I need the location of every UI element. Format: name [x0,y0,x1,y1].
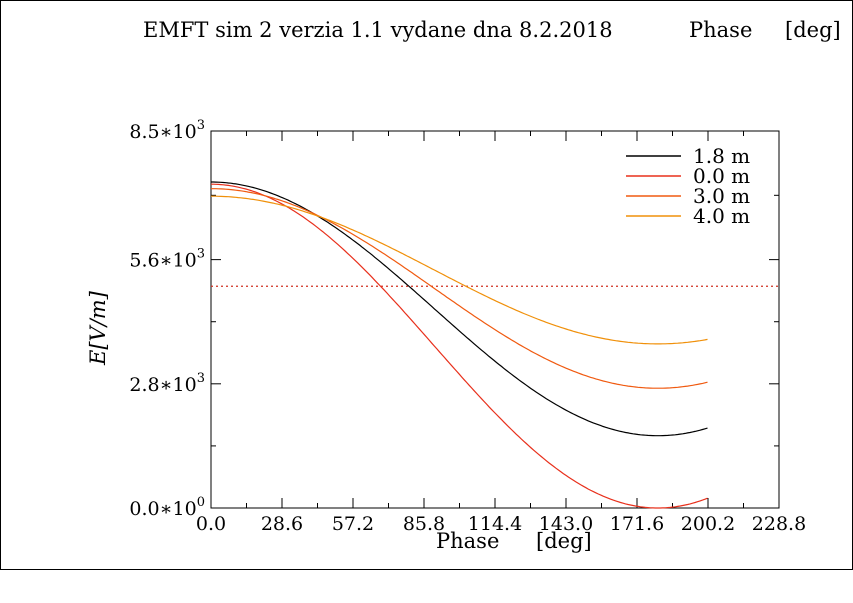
legend-label: 4.0 m [693,204,750,228]
legend: 1.8 m0.0 m3.0 m4.0 m [626,144,750,228]
series-line [211,195,708,345]
line-chart: EMFT sim 2 verzia 1.1 vydane dna 8.2.201… [86,18,841,553]
x-tick-label: 0.0 [196,513,226,535]
legend-label: 1.8 m [693,144,750,168]
y-tick-labels: 0.0∗100 2.8∗103 5.6∗103 8.5∗103 [129,118,205,520]
y-axis-label: E[V/m] [86,290,110,366]
x-axis-title: Phase [deg] [436,529,592,553]
series-line [211,181,708,437]
x-axis-label: Phase [436,529,499,553]
chart-title-group: EMFT sim 2 verzia 1.1 vydane dna 8.2.201… [143,18,841,42]
chart-frame: EMFT sim 2 verzia 1.1 vydane dna 8.2.201… [0,0,853,570]
series-line [211,188,708,389]
chart-title-unit: [deg] [785,18,841,42]
series-lines [211,181,708,509]
x-tick-labels: 0.0 28.6 57.2 85.8 114.4 143.0 171.6 200.2 228.8 [196,513,806,535]
y-tick-label: 8.5∗103 [129,118,205,143]
x-tick-label: 85.8 [403,513,445,535]
x-tick-label: 57.2 [332,513,374,535]
legend-label: 0.0 m [693,164,750,188]
x-tick-label: 114.4 [468,513,522,535]
y-tick-label: 5.6∗103 [129,247,205,272]
series-line [211,183,708,509]
x-tick-label: 171.6 [610,513,664,535]
y-tick-label: 0.0∗100 [129,495,205,520]
x-tick-label: 28.6 [261,513,303,535]
x-tick-label: 200.2 [681,513,735,535]
chart-title-quantity: Phase [689,18,752,42]
legend-label: 3.0 m [693,184,750,208]
x-tick-label: 228.8 [752,513,806,535]
tick-marks [210,130,780,509]
x-axis-unit: [deg] [536,529,592,553]
chart-title: EMFT sim 2 verzia 1.1 vydane dna 8.2.201… [143,18,613,42]
y-tick-label: 2.8∗103 [129,371,205,396]
x-tick-label: 143.0 [539,513,593,535]
